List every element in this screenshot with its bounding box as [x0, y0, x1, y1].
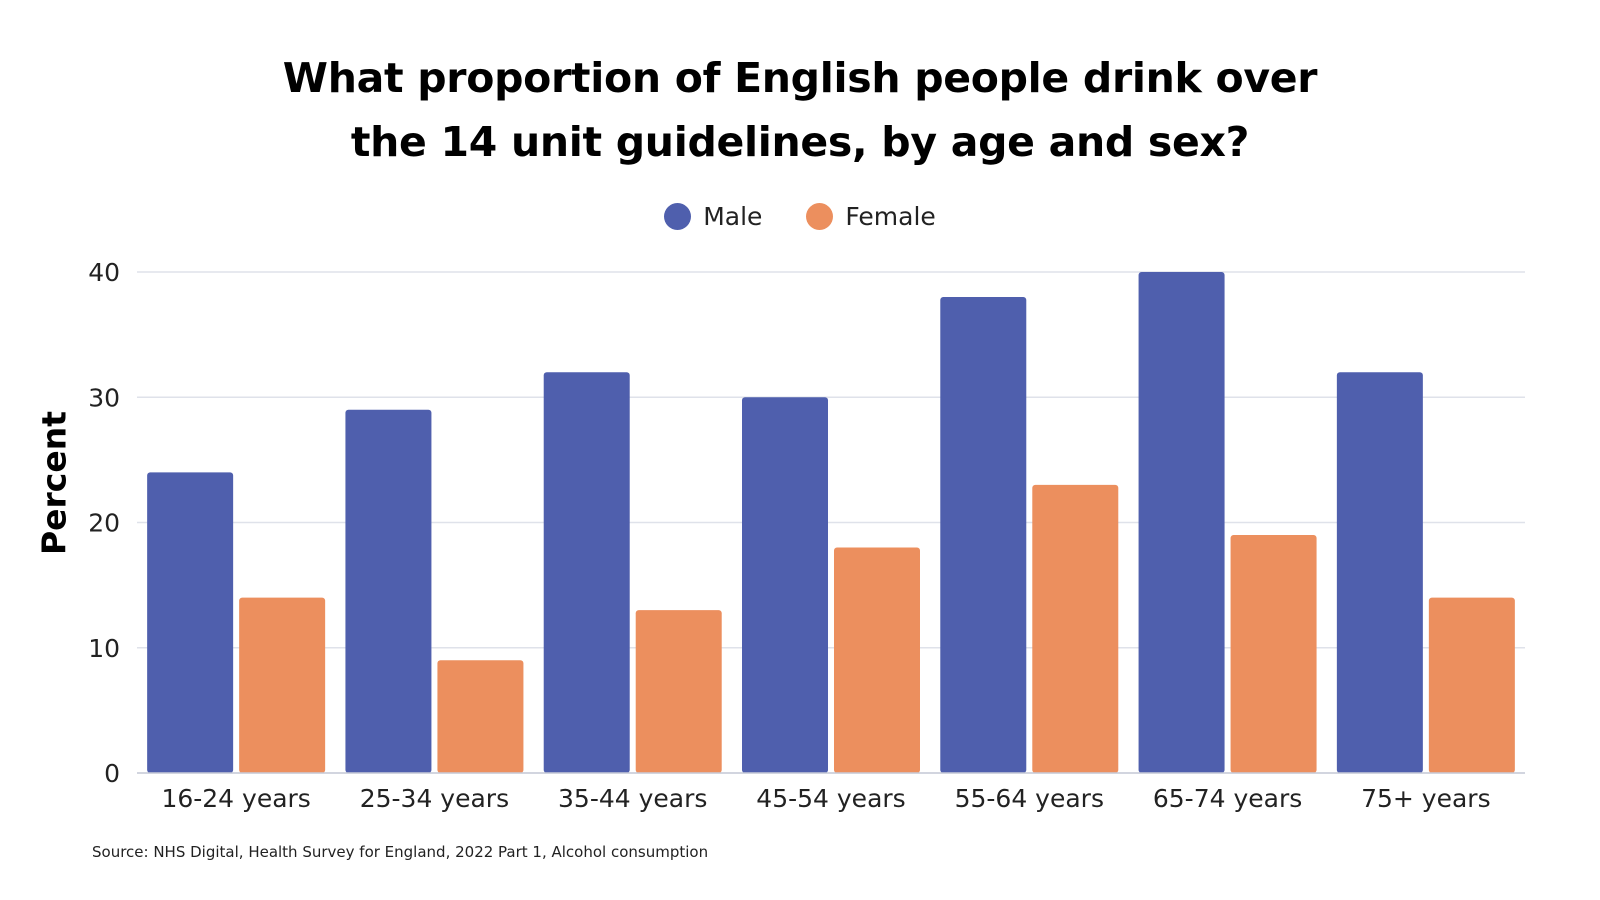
x-tick-label: 55-64 years [955, 784, 1104, 813]
bar-female-4 [1032, 484, 1119, 773]
y-tick-label: 40 [88, 258, 120, 287]
bar-male-0 [147, 472, 234, 773]
y-tick-label: 10 [88, 634, 120, 663]
bar-male-3 [742, 397, 828, 773]
x-tick-label: 35-44 years [558, 784, 707, 813]
y-tick-label: 30 [88, 383, 120, 412]
bar-female-0 [239, 597, 326, 773]
chart-title-line-1: What proportion of English people drink … [282, 54, 1318, 102]
legend-label-male: Male [703, 202, 763, 231]
bar-female-1 [437, 660, 524, 773]
bar-female-5 [1230, 535, 1317, 773]
bar-male-1 [345, 409, 432, 773]
legend-item-female[interactable]: Female [806, 202, 936, 231]
legend-label-female: Female [845, 202, 936, 231]
bar-male-5 [1138, 272, 1225, 773]
legend-swatch-female [806, 203, 834, 230]
x-tick-label: 16-24 years [161, 784, 310, 813]
legend-item-male[interactable]: Male [664, 202, 762, 231]
y-tick-label: 0 [104, 759, 120, 788]
x-tick-label: 75+ years [1361, 784, 1491, 813]
bar-female-2 [635, 610, 722, 773]
x-tick-label: 45-54 years [756, 784, 905, 813]
source-note: Source: NHS Digital, Health Survey for E… [92, 843, 709, 861]
bar-male-4 [940, 297, 1027, 773]
chart-title-line-2: the 14 unit guidelines, by age and sex? [350, 118, 1250, 166]
bar-male-2 [543, 372, 630, 773]
legend: Male Female [0, 202, 1600, 231]
x-tick-label: 25-34 years [360, 784, 509, 813]
y-tick-label: 20 [88, 509, 120, 538]
chart-title: What proportion of English people drink … [0, 46, 1600, 174]
legend-swatch-male [664, 203, 692, 230]
x-tick-label: 65-74 years [1153, 784, 1302, 813]
bar-female-6 [1428, 597, 1515, 773]
bar-female-3 [834, 547, 920, 773]
bar-male-6 [1336, 372, 1423, 773]
